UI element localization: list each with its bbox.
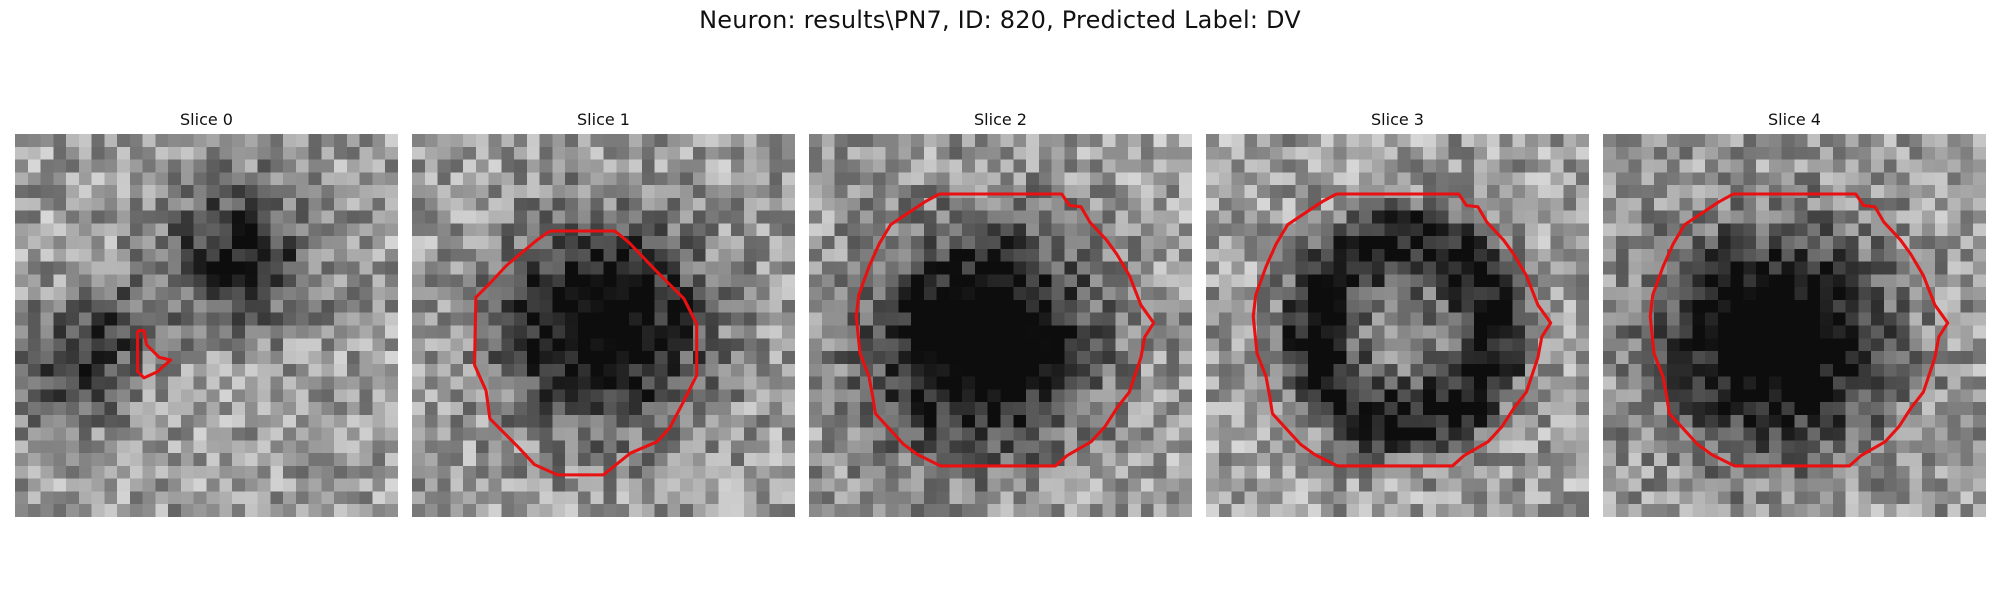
slice-panel-3: Slice 3 <box>1206 110 1589 517</box>
slice-image-0 <box>15 134 398 517</box>
slice-panel-1: Slice 1 <box>412 110 795 517</box>
slice-title-3: Slice 3 <box>1371 110 1424 129</box>
slice-panel-0: Slice 0 <box>15 110 398 517</box>
figure-title: Neuron: results\PN7, ID: 820, Predicted … <box>699 6 1301 34</box>
slice-image-1 <box>412 134 795 517</box>
slice-panel-2: Slice 2 <box>809 110 1192 517</box>
slice-panel-4: Slice 4 <box>1603 110 1986 517</box>
slice-image-3 <box>1206 134 1589 517</box>
slice-title-4: Slice 4 <box>1768 110 1821 129</box>
slice-image-4 <box>1603 134 1986 517</box>
slice-image-2 <box>809 134 1192 517</box>
slice-title-1: Slice 1 <box>577 110 630 129</box>
slice-title-0: Slice 0 <box>180 110 233 129</box>
slice-title-2: Slice 2 <box>974 110 1027 129</box>
